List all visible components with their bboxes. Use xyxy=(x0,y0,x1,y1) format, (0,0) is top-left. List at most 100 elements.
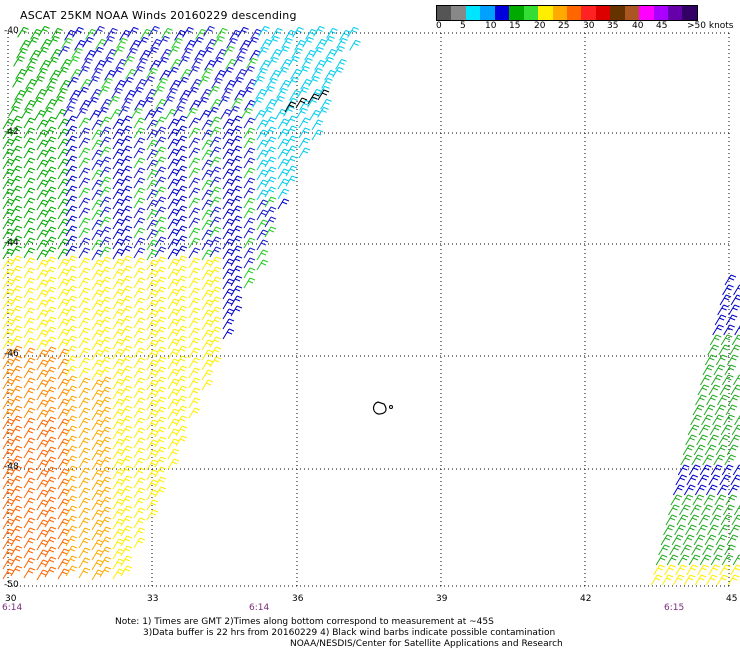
wind-barb xyxy=(167,248,180,260)
wind-barb xyxy=(15,68,27,80)
wind-barb xyxy=(175,145,188,157)
wind-barb xyxy=(91,379,104,391)
wind-barb xyxy=(91,499,104,511)
wind-barb xyxy=(120,365,133,377)
wind-barb xyxy=(63,105,75,117)
wind-barb xyxy=(230,185,243,197)
wind-barb xyxy=(23,527,36,539)
wind-barb xyxy=(23,417,36,429)
wind-barb xyxy=(44,236,57,248)
wind-barb xyxy=(119,29,131,41)
wind-barb xyxy=(2,388,15,400)
wind-barb xyxy=(65,185,78,197)
wind-barb xyxy=(2,198,15,210)
wind-barb xyxy=(120,145,133,157)
wind-barb xyxy=(120,175,133,187)
wind-barb xyxy=(99,296,112,308)
wind-barb xyxy=(82,36,94,48)
wind-barb xyxy=(44,386,57,398)
wind-barb xyxy=(146,509,159,521)
wind-barb xyxy=(91,289,104,301)
wind-barb xyxy=(682,534,695,546)
wind-barb xyxy=(23,65,35,77)
wind-barb xyxy=(87,96,99,108)
wind-barb xyxy=(722,284,734,296)
wind-barb xyxy=(154,136,167,148)
wind-barb xyxy=(175,205,188,217)
wind-barb xyxy=(253,75,265,87)
wind-barb xyxy=(730,294,740,306)
wind-barb xyxy=(705,574,718,586)
lon-label-36: 36 xyxy=(292,594,304,604)
wind-barb xyxy=(201,269,214,281)
wind-barb xyxy=(297,86,309,98)
wind-barb xyxy=(167,168,180,180)
wind-barb xyxy=(99,396,112,408)
wind-barb xyxy=(36,209,49,221)
wind-barb xyxy=(277,66,289,78)
wind-barb xyxy=(707,434,719,446)
wind-barb xyxy=(99,156,112,168)
wind-barb xyxy=(120,135,133,147)
lat-label-48: -48 xyxy=(4,462,19,472)
wind-barb xyxy=(44,326,57,338)
wind-barb xyxy=(191,57,203,69)
wind-barb xyxy=(188,257,201,269)
wind-barb xyxy=(99,486,112,498)
wind-barb xyxy=(181,47,193,59)
wind-barb xyxy=(44,266,57,278)
legend-label: 0 xyxy=(436,21,442,31)
wind-barb xyxy=(23,347,36,359)
wind-barb xyxy=(714,494,727,506)
wind-barb xyxy=(284,29,296,41)
wind-barb xyxy=(264,206,277,218)
wind-barb xyxy=(133,197,146,209)
notes-block: Note: 1) Times are GMT 2)Times along bot… xyxy=(115,617,563,650)
wind-barb xyxy=(65,525,78,537)
wind-barb xyxy=(133,497,146,509)
wind-barb xyxy=(209,276,222,288)
wind-barb xyxy=(2,498,15,510)
wind-barb xyxy=(2,268,15,280)
wind-barb xyxy=(154,206,167,218)
wind-barb xyxy=(23,277,36,289)
wind-barb xyxy=(112,268,125,280)
wind-barb xyxy=(212,56,224,68)
wind-barb xyxy=(263,85,275,97)
wind-barb xyxy=(57,328,70,340)
wind-barb xyxy=(201,209,214,221)
wind-barb xyxy=(717,394,729,406)
wind-barb xyxy=(675,564,687,576)
wind-barb xyxy=(160,48,172,60)
wind-barb xyxy=(120,355,133,367)
wind-barb xyxy=(23,467,36,479)
wind-barb xyxy=(167,198,180,210)
wind-barb xyxy=(174,29,186,41)
wind-barb xyxy=(134,99,146,111)
wind-barb xyxy=(732,374,740,386)
wind-barb xyxy=(59,79,71,91)
wind-barb xyxy=(10,375,23,387)
wind-barb xyxy=(112,288,125,300)
wind-barb xyxy=(66,97,78,109)
wind-barb xyxy=(259,59,271,71)
wind-barb xyxy=(222,138,235,150)
wind-barb xyxy=(84,49,96,61)
wind-barb xyxy=(65,405,78,417)
lat-label-40: -40 xyxy=(4,26,19,36)
wind-barb xyxy=(154,296,167,308)
wind-barb xyxy=(10,345,23,357)
wind-barb xyxy=(723,504,735,516)
wind-barb xyxy=(24,99,36,111)
wind-barb xyxy=(336,37,348,49)
wind-barb xyxy=(2,458,15,470)
wind-barb xyxy=(713,364,726,376)
wind-barb xyxy=(167,398,180,410)
wind-barb xyxy=(23,477,36,489)
wind-barb xyxy=(154,316,167,328)
wind-barb xyxy=(65,455,78,467)
wind-barb xyxy=(692,494,705,506)
wind-barb xyxy=(308,75,320,87)
wind-barb xyxy=(301,57,313,69)
wind-barb xyxy=(136,57,148,69)
